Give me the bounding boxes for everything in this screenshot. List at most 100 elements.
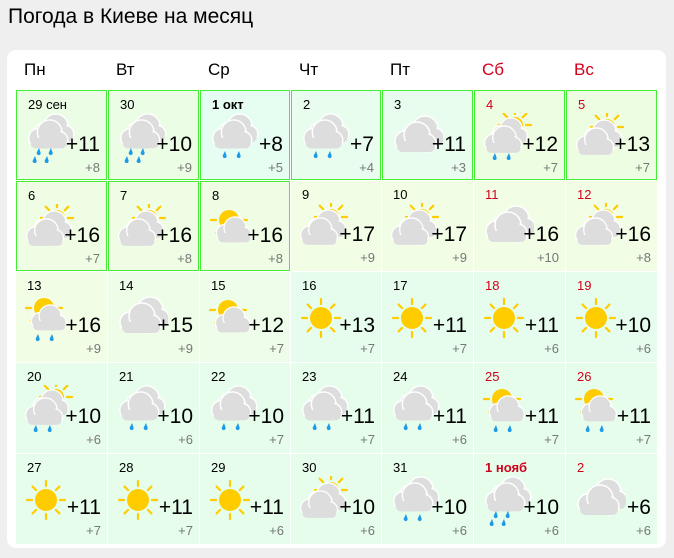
day-cell[interactable]: 11 +16 +10: [474, 181, 565, 271]
day-date: 22: [211, 369, 226, 384]
rain-drops-icon: [493, 425, 512, 433]
day-date: 29: [211, 460, 226, 475]
min-temperature: +7: [178, 523, 193, 538]
day-cell[interactable]: 3 +11 +3: [382, 90, 473, 180]
sunny-icon: [20, 476, 76, 526]
day-cell[interactable]: 24 +11 +6: [382, 363, 473, 453]
cloud-rain-icon: [386, 385, 442, 435]
min-temperature: +9: [452, 250, 467, 265]
min-temperature: +6: [452, 523, 467, 538]
max-temperature: +16: [247, 224, 283, 247]
day-cell[interactable]: 1 окт +8 +5: [200, 90, 290, 180]
max-temperature: +13: [339, 314, 375, 337]
partly-cloudy-icon: [295, 472, 351, 526]
min-temperature: +7: [636, 432, 651, 447]
day-date: 15: [211, 278, 226, 293]
day-cell[interactable]: 30 +10 +6: [291, 454, 381, 544]
sun-icon: [25, 479, 67, 521]
day-cell[interactable]: 29 сен +11 +8: [16, 90, 107, 180]
day-date: 29 сен: [28, 97, 67, 112]
partly-cloudy-icon: [570, 199, 626, 253]
rain-drops-icon: [403, 514, 422, 522]
sunny-icon: [570, 294, 626, 344]
day-cell[interactable]: 29 +11 +6: [200, 454, 290, 544]
day-date: 17: [393, 278, 408, 293]
day-date: 1 окт: [212, 97, 244, 112]
day-cell[interactable]: 31 +10 +6: [382, 454, 473, 544]
min-temperature: +10: [536, 250, 559, 265]
min-temperature: +6: [544, 523, 559, 538]
day-cell[interactable]: 9 +17 +9: [291, 181, 381, 271]
rain-drops-icon: [312, 423, 331, 431]
sun-icon: [483, 297, 525, 339]
day-cell[interactable]: 19 +10 +6: [566, 272, 657, 362]
day-date: 9: [302, 187, 310, 202]
day-date: 18: [485, 278, 500, 293]
day-cell[interactable]: 27 +11 +7: [16, 454, 107, 544]
sun-icon: [117, 479, 159, 521]
day-cell[interactable]: 1 нояб +10 +6: [474, 454, 565, 544]
cloud-rain-icon: [296, 113, 352, 163]
cloudy-icon: [570, 476, 628, 526]
day-cell[interactable]: 6 +16 +7: [16, 181, 107, 271]
sunny-icon: [478, 294, 534, 344]
sun-cloud-rain-icon: [20, 294, 76, 344]
max-temperature: +7: [350, 133, 374, 156]
day-cell[interactable]: 16 +13 +7: [291, 272, 381, 362]
max-temperature: +11: [249, 496, 284, 519]
min-temperature: +9: [177, 160, 192, 175]
min-temperature: +8: [268, 251, 283, 266]
day-cell[interactable]: 5 +13 +7: [566, 90, 657, 180]
rain-drops-icon: [403, 423, 422, 431]
day-cell[interactable]: 23 +11 +7: [291, 363, 381, 453]
max-temperature: +11: [432, 405, 467, 428]
day-date: 21: [119, 369, 134, 384]
day-cell[interactable]: 30 +10 +9: [108, 90, 199, 180]
min-temperature: +7: [635, 160, 650, 175]
day-cell[interactable]: 20 +10 +6: [16, 363, 107, 453]
rain-drops-icon: [124, 148, 145, 164]
day-cell[interactable]: 25 +11 +7: [474, 363, 565, 453]
day-cell[interactable]: 15 +12 +7: [200, 272, 290, 362]
day-date: 5: [578, 97, 586, 112]
max-temperature: +15: [157, 314, 193, 337]
day-date: 20: [27, 369, 42, 384]
day-date: 23: [302, 369, 317, 384]
sun-icon: [575, 297, 617, 339]
day-cell[interactable]: 14 +15 +9: [108, 272, 199, 362]
day-cell[interactable]: 8 +16 +8: [200, 181, 290, 271]
min-temperature: +7: [543, 160, 558, 175]
cloud-rain-icon: [205, 113, 261, 163]
day-cell[interactable]: 28 +11 +7: [108, 454, 199, 544]
day-cell[interactable]: 12 +16 +8: [566, 181, 657, 271]
day-date: 11: [485, 187, 499, 202]
max-temperature: +13: [614, 133, 650, 156]
day-cell[interactable]: 21 +10 +6: [108, 363, 199, 453]
cloudy-icon: [112, 294, 170, 344]
day-cell[interactable]: 13 +16 +9: [16, 272, 107, 362]
rain-drops-icon: [492, 153, 511, 161]
day-date: 14: [119, 278, 134, 293]
min-temperature: +6: [544, 341, 559, 356]
rain-drops-icon: [313, 151, 332, 159]
rain-drops-icon: [585, 425, 604, 433]
max-temperature: +11: [158, 496, 193, 519]
max-temperature: +10: [248, 405, 284, 428]
day-date: 27: [27, 460, 42, 475]
day-cell[interactable]: 17 +11 +7: [382, 272, 473, 362]
day-cell[interactable]: 2 +7 +4: [291, 90, 381, 180]
max-temperature: +17: [339, 223, 375, 246]
day-date: 2: [577, 460, 585, 475]
day-cell[interactable]: 10 +17 +9: [382, 181, 473, 271]
day-cell[interactable]: 18 +11 +6: [474, 272, 565, 362]
day-cell[interactable]: 26 +11 +7: [566, 363, 657, 453]
min-temperature: +8: [85, 160, 100, 175]
sun-icon: [209, 479, 251, 521]
day-cell[interactable]: 7 +16 +8: [108, 181, 199, 271]
min-temperature: +6: [636, 523, 651, 538]
max-temperature: +11: [340, 405, 375, 428]
day-cell[interactable]: 4 +12 +7: [474, 90, 565, 180]
day-cell[interactable]: 22 +10 +7: [200, 363, 290, 453]
day-cell[interactable]: 2 +6 +6: [566, 454, 657, 544]
max-temperature: +10: [615, 314, 651, 337]
